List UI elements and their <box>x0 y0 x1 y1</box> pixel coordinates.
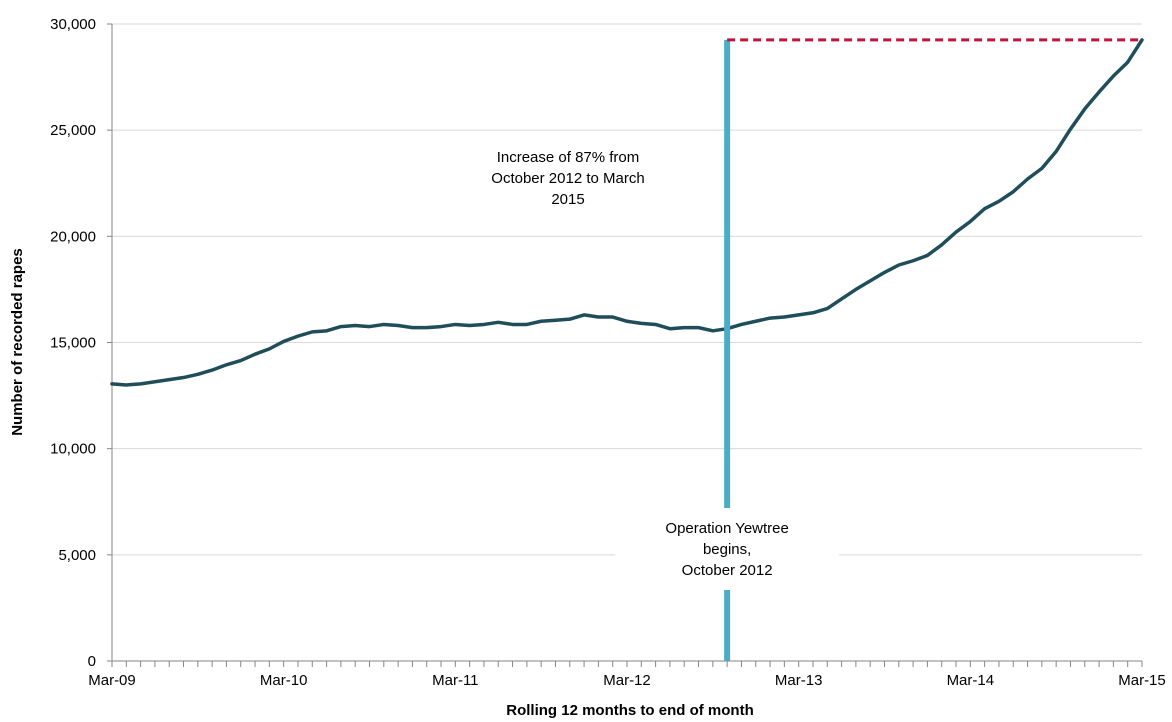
x-tick-label: Mar-15 <box>1118 672 1166 689</box>
x-tick-label: Mar-14 <box>947 672 995 689</box>
y-tick-label: 15,000 <box>50 335 96 352</box>
x-tick-label: Mar-13 <box>775 672 823 689</box>
y-tick-label: 30,000 <box>50 16 96 33</box>
x-tick-label: Mar-12 <box>603 672 651 689</box>
event-group: Operation Yewtree begins, October 2012 <box>615 38 1142 661</box>
annotation-line: October 2012 to March <box>491 170 644 187</box>
y-tick-label: 20,000 <box>50 228 96 245</box>
annotation-group: Increase of 87% from October 2012 to Marc… <box>491 149 644 208</box>
x-axis-ticks: Mar-09 Mar-10 Mar-11 Mar-12 Mar-13 Mar-14 Mar-… <box>88 661 1166 689</box>
x-tick-label: Mar-09 <box>88 672 136 689</box>
event-label-line: Operation Yewtree <box>665 520 788 537</box>
event-label-background <box>615 508 840 590</box>
annotation-line: 2015 <box>551 191 584 208</box>
x-tick-label: Mar-11 <box>432 672 478 689</box>
x-tick-label: Mar-10 <box>260 672 308 689</box>
event-label-line: begins, <box>703 541 751 558</box>
x-axis-title: Rolling 12 months to end of month <box>506 702 753 719</box>
y-tick-label: 0 <box>88 653 96 670</box>
y-axis-title: Number of recorded rapes <box>9 248 26 436</box>
y-axis-ticks: 0 5,000 10,000 15,000 20,000 25,000 30,000 <box>50 16 96 670</box>
y-tick-label: 25,000 <box>50 122 96 139</box>
gridlines <box>112 23 1142 556</box>
event-label-line: October 2012 <box>682 562 773 579</box>
annotation-line: Increase of 87% from <box>497 149 640 166</box>
y-tick-label: 10,000 <box>50 441 96 458</box>
series-group <box>110 38 1144 387</box>
y-tick-label: 5,000 <box>58 547 96 564</box>
data-line <box>110 38 1144 387</box>
